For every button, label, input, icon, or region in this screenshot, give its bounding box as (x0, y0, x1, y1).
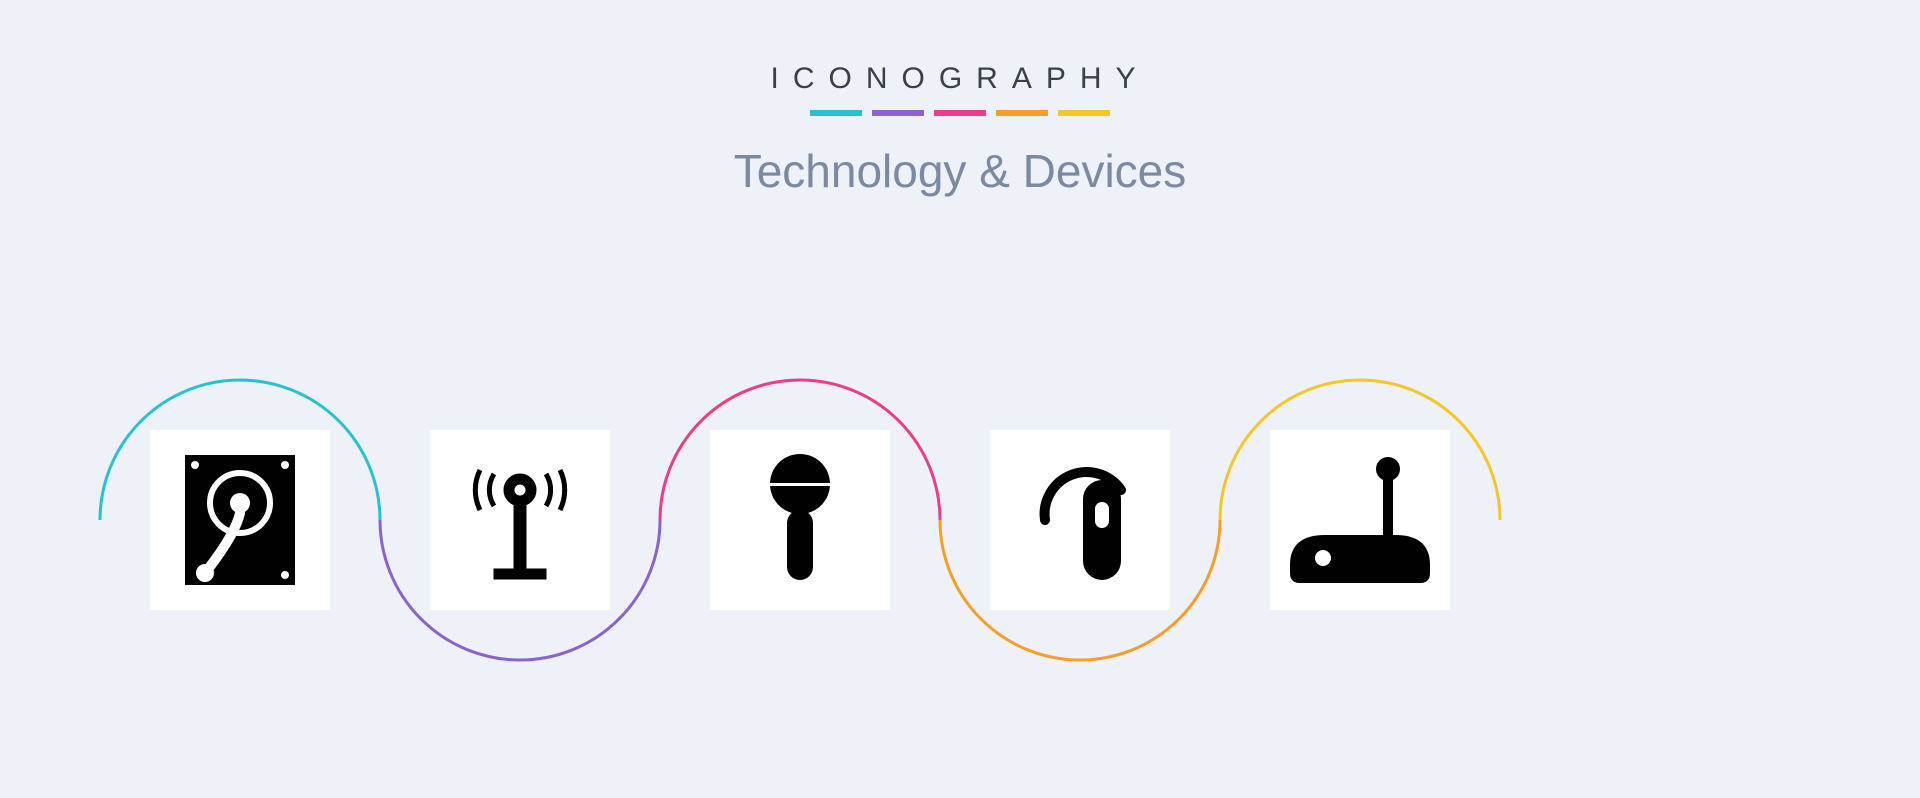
page-subtitle: Technology & Devices (0, 144, 1920, 198)
header: ICONOGRAPHY Technology & Devices (0, 62, 1920, 198)
icon-tile (150, 430, 330, 610)
icon-tile (710, 430, 890, 610)
brand-title: ICONOGRAPHY (0, 62, 1920, 96)
bluetooth-earpiece-icon (1025, 450, 1135, 590)
antenna-icon (450, 455, 590, 585)
microphone-icon (760, 450, 840, 590)
joystick-icon (1285, 455, 1435, 585)
stripe (996, 110, 1048, 116)
stripe (934, 110, 986, 116)
stripe (872, 110, 924, 116)
stripe (810, 110, 862, 116)
icon-tile (1270, 430, 1450, 610)
icon-tile (430, 430, 610, 610)
brand-stripes (0, 110, 1920, 116)
stripe (1058, 110, 1110, 116)
icon-tile (990, 430, 1170, 610)
hard-drive-icon (185, 455, 295, 585)
